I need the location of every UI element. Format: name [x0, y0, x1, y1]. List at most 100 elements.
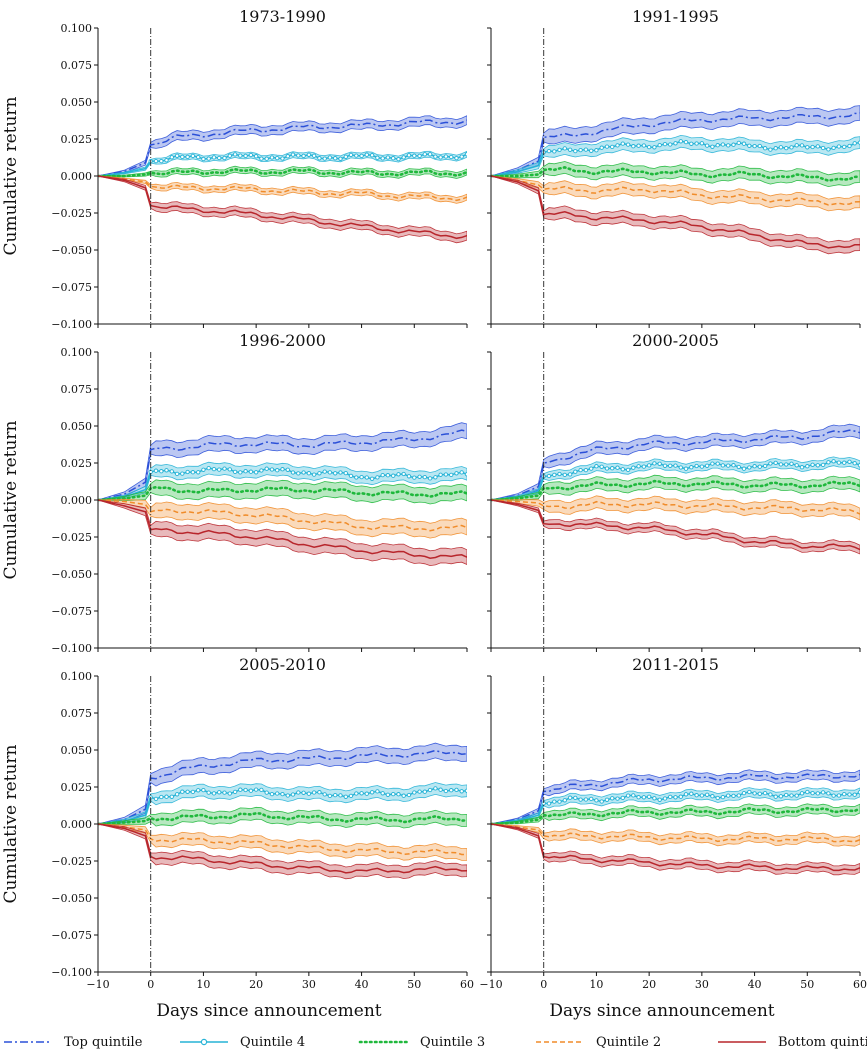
point-quintile-4 — [449, 788, 454, 793]
legend-item-bottom-quintile: Bottom quintile — [718, 1035, 867, 1050]
point-quintile-4 — [322, 469, 327, 474]
x-tick-label: 40 — [355, 978, 369, 991]
band-top-quintile — [491, 105, 860, 177]
band-top-quintile — [98, 742, 467, 825]
series-line-quintile-2 — [98, 175, 467, 202]
point-quintile-4 — [831, 793, 836, 798]
point-quintile-4 — [227, 467, 232, 472]
point-quintile-4 — [826, 460, 831, 465]
y-tick-label: 0.000 — [61, 494, 93, 507]
point-quintile-4 — [364, 152, 369, 157]
band-top-quintile — [98, 422, 467, 501]
point-quintile-4 — [359, 791, 364, 796]
point-quintile-4 — [726, 143, 731, 148]
y-tick-label: 0.100 — [61, 670, 93, 683]
point-quintile-4 — [269, 791, 275, 797]
band-bottom-quintile — [98, 175, 467, 244]
point-quintile-4 — [704, 143, 710, 148]
point-quintile-4 — [673, 463, 678, 468]
point-quintile-4 — [406, 153, 412, 158]
point-quintile-4 — [646, 794, 652, 799]
point-quintile-4 — [401, 471, 406, 477]
point-quintile-4 — [752, 464, 757, 469]
panel-1991-1995: 1991-1995 — [487, 7, 861, 328]
point-quintile-4 — [810, 790, 815, 796]
band-quintile-4 — [491, 456, 860, 501]
point-quintile-4 — [280, 467, 285, 472]
point-quintile-4 — [269, 467, 275, 472]
point-quintile-4 — [174, 471, 180, 477]
point-quintile-4 — [720, 463, 726, 468]
point-quintile-4 — [594, 798, 599, 803]
point-quintile-4 — [620, 141, 625, 146]
legend-label: Quintile 3 — [420, 1035, 485, 1050]
point-quintile-4 — [546, 148, 552, 154]
point-quintile-4 — [562, 146, 567, 151]
point-quintile-4 — [857, 790, 860, 795]
point-quintile-4 — [805, 789, 810, 795]
point-quintile-4 — [757, 791, 762, 796]
point-quintile-4 — [238, 153, 243, 158]
point-quintile-4 — [678, 465, 683, 470]
point-quintile-4 — [636, 464, 641, 469]
point-quintile-4 — [338, 793, 343, 798]
band-top-quintile — [491, 769, 860, 825]
point-quintile-4 — [201, 156, 206, 162]
point-quintile-4 — [810, 144, 815, 150]
point-quintile-4 — [641, 143, 647, 148]
band-quintile-4 — [491, 787, 860, 825]
point-quintile-4 — [631, 144, 636, 149]
point-quintile-4 — [306, 152, 312, 157]
point-quintile-4 — [454, 787, 459, 793]
point-quintile-4 — [459, 470, 464, 475]
y-tick-label: 0.000 — [61, 170, 93, 183]
panel-title: 1973-1990 — [239, 7, 326, 26]
point-quintile-4 — [578, 797, 583, 802]
y-tick-label: 0.075 — [61, 59, 93, 72]
point-quintile-4 — [259, 156, 264, 161]
plot-area — [98, 742, 467, 880]
series-line-top-quintile — [491, 112, 860, 177]
point-quintile-4 — [180, 789, 185, 794]
x-tick-label: 30 — [302, 978, 316, 991]
point-quintile-4 — [206, 790, 211, 795]
series-line-quintile-2 — [491, 499, 860, 515]
point-quintile-4 — [768, 792, 773, 797]
point-quintile-4 — [552, 149, 557, 154]
point-quintile-4 — [285, 154, 290, 159]
point-quintile-4 — [836, 144, 842, 149]
point-quintile-4 — [196, 788, 201, 793]
point-quintile-4 — [211, 466, 217, 472]
band-bottom-quintile — [491, 175, 860, 255]
panel-title: 2011-2015 — [632, 655, 719, 674]
legend-label: Quintile 4 — [240, 1035, 305, 1050]
point-quintile-4 — [604, 144, 610, 149]
point-quintile-4 — [391, 791, 396, 797]
point-quintile-4 — [401, 793, 406, 798]
point-quintile-4 — [567, 795, 573, 800]
point-quintile-4 — [604, 466, 610, 471]
point-quintile-4 — [385, 473, 391, 478]
point-quintile-4 — [359, 474, 364, 480]
point-quintile-4 — [847, 143, 852, 149]
point-quintile-4 — [333, 156, 338, 161]
point-quintile-4 — [573, 469, 578, 474]
point-quintile-4 — [762, 463, 768, 469]
point-quintile-4 — [253, 470, 259, 475]
point-quintile-4 — [805, 145, 810, 150]
point-quintile-4 — [842, 144, 847, 150]
point-quintile-4 — [243, 153, 248, 159]
point-quintile-4 — [438, 155, 443, 160]
point-quintile-4 — [583, 147, 589, 152]
series-line-quintile-2 — [491, 175, 860, 206]
point-quintile-4 — [699, 464, 705, 469]
series-line-quintile-2 — [491, 823, 860, 843]
point-quintile-4 — [422, 152, 427, 157]
point-quintile-4 — [217, 790, 222, 795]
point-quintile-4 — [174, 153, 180, 158]
point-quintile-4 — [327, 470, 333, 475]
y-tick-label: −0.050 — [51, 244, 92, 257]
y-tick-label: −0.025 — [51, 531, 92, 544]
point-quintile-4 — [391, 156, 396, 161]
x-tick-label: −10 — [86, 978, 109, 991]
